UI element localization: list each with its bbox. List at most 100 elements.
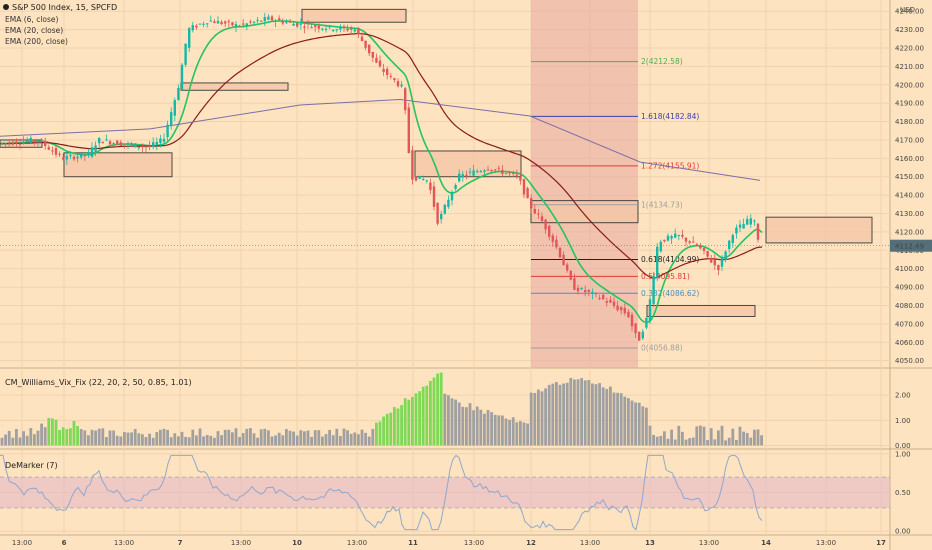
candle-body bbox=[692, 241, 695, 243]
candle-body bbox=[368, 44, 371, 54]
candle-body bbox=[296, 23, 299, 27]
vix-bar bbox=[349, 433, 353, 446]
vix-bar bbox=[547, 384, 551, 446]
candle-body bbox=[630, 314, 634, 327]
candle-body bbox=[515, 174, 518, 176]
time-tick-label: 13 bbox=[645, 539, 655, 547]
vix-bar bbox=[324, 434, 328, 446]
vix-bar bbox=[720, 425, 724, 446]
candle-body bbox=[620, 306, 623, 311]
candle-body bbox=[713, 259, 716, 266]
vix-bar bbox=[558, 384, 562, 446]
vix-bar bbox=[594, 384, 598, 446]
candle-body bbox=[749, 218, 752, 225]
vix-bar bbox=[598, 383, 601, 446]
vix-bar bbox=[195, 435, 198, 446]
fibonacci-shaded-zone bbox=[531, 0, 638, 368]
legend-ema-20: EMA (20, close) bbox=[5, 26, 63, 35]
vix-bar bbox=[159, 429, 162, 446]
candle-body bbox=[533, 208, 536, 214]
candle-body bbox=[213, 21, 216, 24]
price-tick-label: 4160.00 bbox=[895, 155, 924, 163]
vix-bar bbox=[364, 432, 367, 446]
fib-level-label: 1.272(4155.91) bbox=[641, 161, 699, 170]
candle-body bbox=[584, 290, 587, 293]
candle-body bbox=[62, 157, 65, 160]
candle-body bbox=[681, 234, 684, 237]
candle-body bbox=[724, 251, 727, 261]
vix-bar bbox=[115, 435, 119, 446]
vix-bar bbox=[303, 431, 306, 446]
vix-bar bbox=[375, 422, 378, 446]
vix-bar bbox=[742, 431, 745, 446]
axes: 4240.00 4230.00 4220.00 4210.00 4200.00 4190.… bbox=[0, 8, 932, 547]
vix-bar bbox=[385, 413, 389, 446]
vix-bar bbox=[90, 429, 94, 446]
demarker-label: DeMarker (7) bbox=[5, 461, 58, 470]
vix-bar bbox=[295, 435, 299, 446]
vix-bar bbox=[360, 429, 364, 446]
vix-bar bbox=[699, 425, 702, 446]
candle-body bbox=[134, 143, 137, 148]
price-tick-label: 4180.00 bbox=[895, 118, 924, 126]
candle-body bbox=[742, 224, 745, 229]
vix-bar bbox=[263, 428, 267, 446]
candle-body bbox=[688, 241, 691, 243]
candle-body bbox=[555, 239, 558, 248]
candle-body bbox=[119, 142, 122, 146]
vix-bar bbox=[472, 410, 475, 446]
currency-label: USD bbox=[900, 6, 915, 14]
candle-body bbox=[260, 20, 263, 22]
vix-bar bbox=[421, 386, 425, 446]
vix-bar bbox=[439, 372, 443, 446]
candle-body bbox=[126, 143, 130, 145]
candle-body bbox=[587, 289, 590, 292]
candle-body bbox=[440, 213, 443, 220]
vix-bar bbox=[205, 434, 209, 446]
candle-body bbox=[177, 87, 180, 100]
vix-bar bbox=[72, 420, 76, 446]
fib-level-label: 0.618(4104.99) bbox=[641, 255, 699, 264]
candle-body bbox=[116, 140, 119, 145]
candle-body bbox=[544, 219, 547, 230]
candle-body bbox=[695, 244, 698, 246]
vix-bar bbox=[36, 430, 40, 446]
vix-bar bbox=[443, 393, 447, 446]
candle-body bbox=[191, 25, 194, 31]
candle-body bbox=[285, 22, 288, 24]
candle-body bbox=[573, 278, 576, 290]
vix-bar bbox=[465, 407, 468, 446]
candle-body bbox=[656, 246, 659, 278]
vix-bar bbox=[97, 428, 101, 446]
candle-body bbox=[166, 124, 169, 138]
vix-bar bbox=[177, 436, 180, 446]
candle-body bbox=[69, 155, 72, 157]
candle-body bbox=[429, 182, 432, 191]
vix-bar bbox=[648, 425, 652, 446]
candle-body bbox=[288, 21, 292, 23]
candle-body bbox=[83, 155, 86, 157]
candle-body bbox=[562, 254, 565, 266]
vix-bar bbox=[281, 435, 285, 446]
vix-bar bbox=[371, 428, 375, 446]
candlesticks bbox=[0, 12, 760, 341]
price-zone-box bbox=[646, 304, 756, 318]
time-tick-label: 11 bbox=[408, 539, 418, 547]
price-zone-box bbox=[301, 8, 407, 23]
candle-body bbox=[472, 170, 475, 176]
vix-bar bbox=[288, 430, 292, 446]
candle-body bbox=[706, 250, 709, 257]
candle-body bbox=[558, 247, 562, 258]
price-tick-label: 4070.00 bbox=[895, 320, 924, 328]
candle-body bbox=[108, 141, 112, 145]
candle-body bbox=[418, 175, 421, 179]
vix-bar bbox=[429, 380, 432, 446]
candle-body bbox=[18, 143, 22, 145]
vix-bar bbox=[562, 383, 565, 446]
vix-bar bbox=[137, 433, 141, 446]
price-tick-label: 4080.00 bbox=[895, 302, 924, 310]
vix-bar bbox=[623, 396, 627, 446]
vix-bar bbox=[245, 428, 249, 446]
candle-body bbox=[728, 240, 731, 249]
